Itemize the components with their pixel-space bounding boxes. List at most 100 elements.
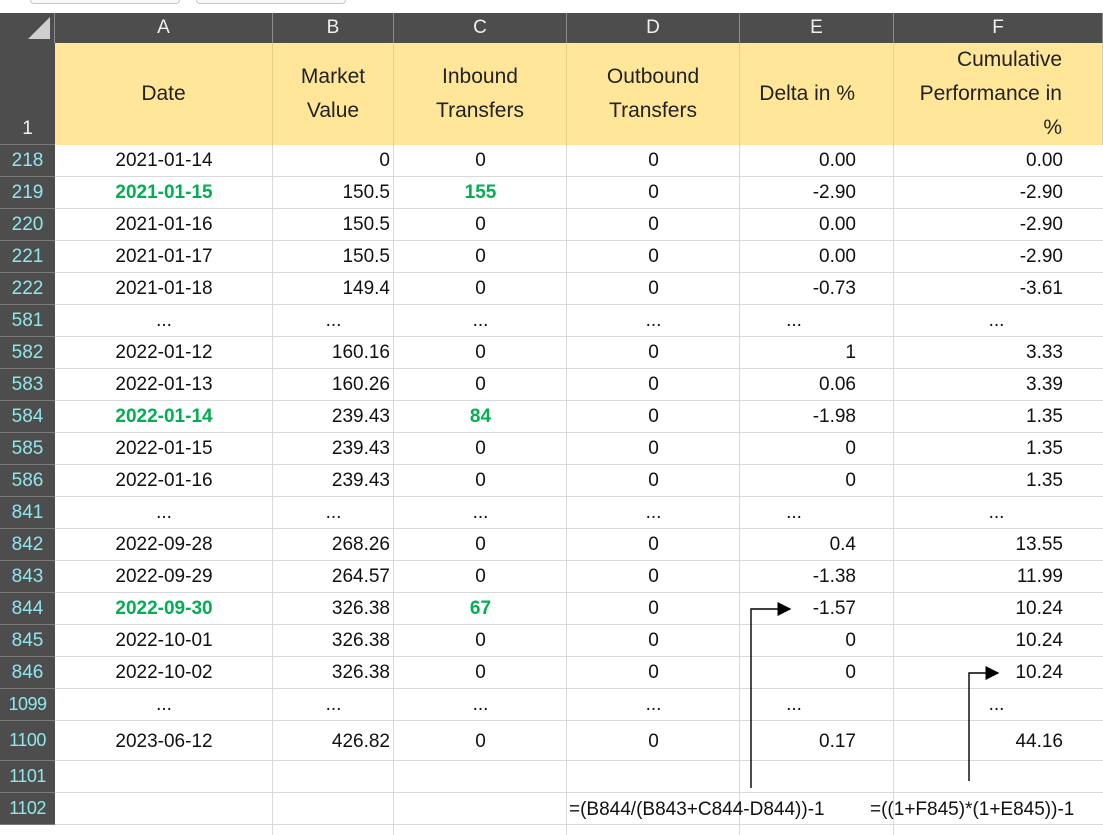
cell-inbound-218[interactable]: 0 xyxy=(475,150,486,171)
cell-inbound-843[interactable]: 0 xyxy=(475,566,486,587)
header-cumulative[interactable]: Cumulative Performance in% xyxy=(894,43,1103,145)
cell-outbound-221[interactable]: 0 xyxy=(648,246,659,267)
cell-date-584[interactable]: 2022-01-14 xyxy=(115,406,213,427)
cell-delta-844[interactable]: -1.57 xyxy=(812,598,856,619)
cell-delta-846[interactable]: 0 xyxy=(845,662,856,683)
row-header-583[interactable]: 583 xyxy=(0,369,55,401)
cell-date-842[interactable]: 2022-09-28 xyxy=(115,534,213,555)
cell-outbound-582[interactable]: 0 xyxy=(648,342,659,363)
row-header-218[interactable]: 218 xyxy=(0,145,55,177)
cell-date-218[interactable]: 2021-01-14 xyxy=(115,150,213,171)
header-date[interactable]: Date xyxy=(55,43,273,145)
cell-date-841[interactable]: ... xyxy=(156,502,172,523)
cell-market-value-583[interactable]: 160.26 xyxy=(331,374,390,395)
cell-inbound-842[interactable]: 0 xyxy=(475,534,486,555)
formula-cumulative[interactable]: =((1+F845)*(1+E845))-1 xyxy=(870,795,1074,825)
cell-market-value-582[interactable]: 160.16 xyxy=(331,342,390,363)
cell-market-value-220[interactable]: 150.5 xyxy=(342,214,390,235)
cell-market-value-219[interactable]: 150.5 xyxy=(342,182,390,203)
cell-market-value-842[interactable]: 268.26 xyxy=(331,534,390,555)
cell-delta-221[interactable]: 0.00 xyxy=(819,246,856,267)
column-header-b[interactable]: B xyxy=(273,13,394,43)
cell-cumulative-844[interactable]: 10.24 xyxy=(1015,598,1063,619)
cell-delta-582[interactable]: 1 xyxy=(845,342,856,363)
column-header-f[interactable]: F xyxy=(894,13,1103,43)
header-market-value[interactable]: Market Value xyxy=(273,43,394,145)
row-header-582[interactable]: 582 xyxy=(0,337,55,369)
cell-inbound-582[interactable]: 0 xyxy=(475,342,486,363)
cell-delta-842[interactable]: 0.4 xyxy=(829,534,856,555)
cell-delta-1100[interactable]: 0.17 xyxy=(819,731,856,752)
cell-market-value-222[interactable]: 149.4 xyxy=(342,278,390,299)
row-header-585[interactable]: 585 xyxy=(0,433,55,465)
cell-cumulative-845[interactable]: 10.24 xyxy=(1015,630,1063,651)
cell-market-value-221[interactable]: 150.5 xyxy=(342,246,390,267)
cell-outbound-220[interactable]: 0 xyxy=(648,214,659,235)
cell-cumulative-842[interactable]: 13.55 xyxy=(1015,534,1063,555)
cell-inbound-1099[interactable]: ... xyxy=(472,694,489,715)
header-outbound-transfers[interactable]: Outbound Transfers xyxy=(567,43,740,145)
row-header-586[interactable]: 586 xyxy=(0,465,55,497)
cell-date-843[interactable]: 2022-09-29 xyxy=(115,566,213,587)
cell-outbound-844[interactable]: 0 xyxy=(648,598,659,619)
cell-cumulative-1099[interactable]: ... xyxy=(988,694,1005,715)
cell-delta-222[interactable]: -0.73 xyxy=(812,278,856,299)
cell-date-219[interactable]: 2021-01-15 xyxy=(115,182,213,203)
cell-cumulative-584[interactable]: 1.35 xyxy=(1026,406,1063,427)
column-header-d[interactable]: D xyxy=(567,13,740,43)
cell-inbound-841[interactable]: ... xyxy=(472,502,489,523)
cell-market-value-584[interactable]: 239.43 xyxy=(331,406,390,427)
row-header-584[interactable]: 584 xyxy=(0,401,55,433)
cell-cumulative-218[interactable]: 0.00 xyxy=(1026,150,1063,171)
row-header-1[interactable]: 1 xyxy=(0,43,55,145)
row-header-842[interactable]: 842 xyxy=(0,529,55,561)
cell-delta-586[interactable]: 0 xyxy=(845,470,856,491)
cell-market-value-844[interactable]: 326.38 xyxy=(331,598,390,619)
cell-delta-841[interactable]: ... xyxy=(786,502,802,523)
cell-outbound-845[interactable]: 0 xyxy=(648,630,659,651)
cell-delta-218[interactable]: 0.00 xyxy=(819,150,856,171)
row-header-843[interactable]: 843 xyxy=(0,561,55,593)
cell-outbound-585[interactable]: 0 xyxy=(648,438,659,459)
row-header-841[interactable]: 841 xyxy=(0,497,55,529)
cell-outbound-581[interactable]: ... xyxy=(645,310,662,331)
row-header-1102[interactable]: 1102 xyxy=(0,793,55,825)
cell-outbound-218[interactable]: 0 xyxy=(648,150,659,171)
cell-date-1099[interactable]: ... xyxy=(156,694,172,715)
row-header-1100[interactable]: 1100 xyxy=(0,721,55,761)
cell-outbound-222[interactable]: 0 xyxy=(648,278,659,299)
cell-outbound-1100[interactable]: 0 xyxy=(648,731,659,752)
cell-date-586[interactable]: 2022-01-16 xyxy=(115,470,213,491)
cell-date-583[interactable]: 2022-01-13 xyxy=(115,374,213,395)
cell-cumulative-583[interactable]: 3.39 xyxy=(1026,374,1063,395)
row-header-844[interactable]: 844 xyxy=(0,593,55,625)
cell-date-222[interactable]: 2021-01-18 xyxy=(115,278,213,299)
select-all-button[interactable] xyxy=(0,13,55,43)
cell-date-845[interactable]: 2022-10-01 xyxy=(115,630,213,651)
column-header-c[interactable]: C xyxy=(394,13,567,43)
cell-date-844[interactable]: 2022-09-30 xyxy=(115,598,213,619)
cell-cumulative-585[interactable]: 1.35 xyxy=(1026,438,1063,459)
cell-delta-845[interactable]: 0 xyxy=(845,630,856,651)
cell-cumulative-219[interactable]: -2.90 xyxy=(1019,182,1063,203)
row-header-219[interactable]: 219 xyxy=(0,177,55,209)
cell-cumulative-220[interactable]: -2.90 xyxy=(1019,214,1063,235)
row-header-1101[interactable]: 1101 xyxy=(0,761,55,793)
cell-market-value-586[interactable]: 239.43 xyxy=(331,470,390,491)
cell-date-1100[interactable]: 2023-06-12 xyxy=(115,731,213,752)
cell-cumulative-586[interactable]: 1.35 xyxy=(1026,470,1063,491)
row-header-846[interactable]: 846 xyxy=(0,657,55,689)
cell-delta-1099[interactable]: ... xyxy=(786,694,802,715)
cell-delta-585[interactable]: 0 xyxy=(845,438,856,459)
cell-outbound-586[interactable]: 0 xyxy=(648,470,659,491)
cell-cumulative-841[interactable]: ... xyxy=(988,502,1005,523)
cell-date-582[interactable]: 2022-01-12 xyxy=(115,342,213,363)
cell-inbound-220[interactable]: 0 xyxy=(475,214,486,235)
cell-market-value-1100[interactable]: 426.82 xyxy=(331,731,390,752)
cell-delta-843[interactable]: -1.38 xyxy=(812,566,856,587)
cell-inbound-1100[interactable]: 0 xyxy=(475,731,486,752)
cell-inbound-845[interactable]: 0 xyxy=(475,630,486,651)
cell-inbound-844[interactable]: 67 xyxy=(469,598,492,619)
cell-market-value-845[interactable]: 326.38 xyxy=(331,630,390,651)
cell-cumulative-582[interactable]: 3.33 xyxy=(1026,342,1063,363)
